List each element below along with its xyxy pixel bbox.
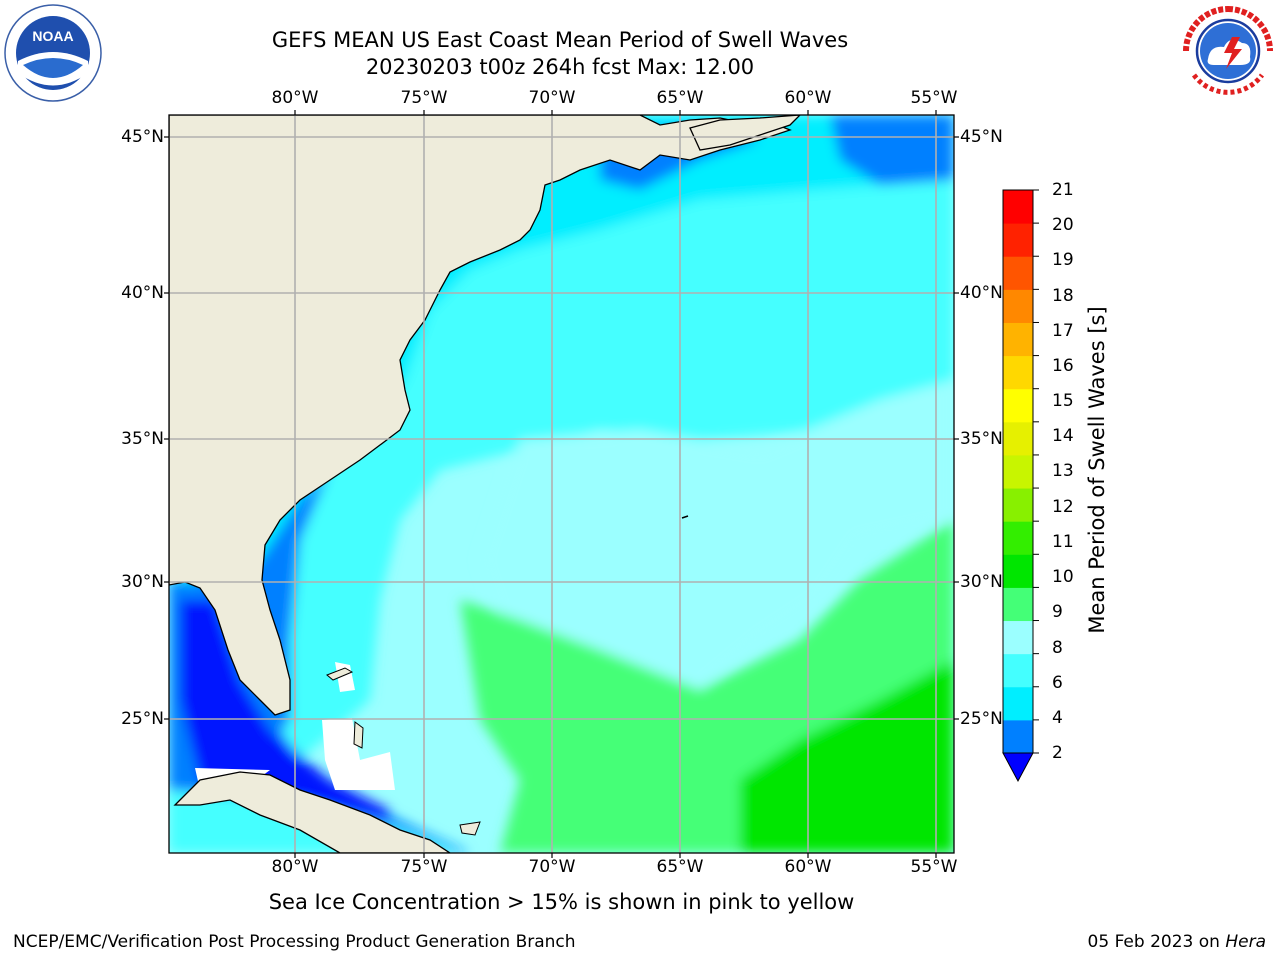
lat-label-left: 25°N: [121, 709, 164, 729]
sea-ice-note: Sea Ice Concentration > 15% is shown in …: [268, 890, 855, 914]
colorbar-label: 9: [1052, 602, 1063, 622]
lat-label-right: 40°N: [960, 283, 1003, 303]
colorbar-segment: [1003, 719, 1033, 754]
colorbar-segment: [1003, 554, 1033, 588]
land-north-america: [169, 115, 792, 716]
nws-logo: [1182, 5, 1274, 97]
lon-label-bottom: 65°W: [656, 857, 704, 877]
land-andros: [353, 721, 364, 749]
land-bermuda: [681, 515, 689, 519]
colorbar-label: 18: [1052, 286, 1074, 306]
footer-date: 05 Feb 2023 on Hera: [1088, 932, 1266, 952]
lat-label-right: 45°N: [960, 127, 1003, 147]
lat-label-right: 25°N: [960, 709, 1003, 729]
colorbar-label: 14: [1052, 426, 1074, 446]
colorbar-label: 20: [1052, 215, 1074, 235]
colorbar-label: 15: [1052, 391, 1074, 411]
colorbar-segment: [1003, 190, 1033, 224]
noaa-logo: NOAA: [4, 4, 102, 102]
colorbar-segment: [1003, 620, 1033, 655]
colorbar-segment: [1003, 653, 1033, 688]
colorbar-segment: [1003, 488, 1033, 522]
chart-subtitle: 20230203 t00z 264h fcst Max: 12.00: [365, 55, 755, 79]
lon-label-bottom: 60°W: [784, 857, 832, 877]
colorbar-segment: [1003, 521, 1033, 555]
land-grand-bahama: [326, 667, 354, 681]
footer-date-text: 05 Feb 2023 on: [1087, 932, 1226, 952]
colorbar-segment: [1003, 388, 1033, 423]
lon-label-bottom: 70°W: [528, 857, 576, 877]
colorbar-label: 6: [1052, 673, 1063, 693]
colorbar-extend-arrow: [1002, 752, 1034, 783]
lon-label-top: 55°W: [910, 88, 958, 108]
colorbar-frame: [1002, 189, 1034, 754]
masked-area-bahamas: [322, 718, 395, 790]
lon-label-top: 70°W: [528, 88, 576, 108]
chart-title: GEFS MEAN US East Coast Mean Period of S…: [271, 28, 849, 52]
colorbar: [1002, 189, 1039, 783]
lat-label-left: 45°N: [121, 127, 164, 147]
lat-label-left: 40°N: [121, 283, 164, 303]
land-nova-scotia: [689, 115, 801, 151]
lat-label-left: 35°N: [121, 429, 164, 449]
lat-label-right: 30°N: [960, 572, 1003, 592]
map-tick-marks: [164, 110, 959, 858]
footer-credit: NCEP/EMC/Verification Post Processing Pr…: [13, 932, 576, 952]
colorbar-segment: [1003, 289, 1033, 323]
colorbar-segment: [1003, 686, 1033, 721]
colorbar-label: 2: [1052, 743, 1063, 763]
colorbar-label: 11: [1052, 532, 1074, 552]
colorbar-label: 13: [1052, 461, 1074, 481]
colorbar-title: Mean Period of Swell Waves [s]: [1085, 306, 1109, 634]
colorbar-segment: [1003, 355, 1033, 390]
land-hispaniola: [459, 821, 481, 836]
lat-label-left: 30°N: [121, 572, 164, 592]
lat-label-right: 35°N: [960, 429, 1003, 449]
lon-label-bottom: 55°W: [910, 857, 958, 877]
colorbar-label: 17: [1052, 321, 1074, 341]
footer-machine: Hera: [1225, 932, 1266, 952]
land-cuba: [173, 771, 452, 853]
lon-label-top: 80°W: [271, 88, 319, 108]
colorbar-segment: [1003, 454, 1033, 489]
colorbar-label: 4: [1052, 708, 1063, 728]
map-graticule: [169, 115, 954, 853]
colorbar-label: 16: [1052, 356, 1074, 376]
colorbar-segment: [1003, 256, 1033, 290]
colorbar-segment: [1003, 587, 1033, 622]
map-frame: [168, 114, 955, 854]
lon-label-top: 75°W: [400, 88, 448, 108]
colorbar-label: 19: [1052, 250, 1074, 270]
lon-label-top: 65°W: [656, 88, 704, 108]
map-plot-area: [169, 115, 954, 853]
lon-label-bottom: 80°W: [271, 857, 319, 877]
colorbar-label: 21: [1052, 180, 1074, 200]
colorbar-segment: [1003, 322, 1033, 357]
lon-label-bottom: 75°W: [400, 857, 448, 877]
colorbar-segment: [1003, 421, 1033, 456]
lon-label-top: 60°W: [784, 88, 832, 108]
noaa-logo-text: NOAA: [32, 28, 73, 44]
colorbar-label: 8: [1052, 638, 1063, 658]
colorbar-label: 10: [1052, 567, 1074, 587]
colorbar-label: 12: [1052, 497, 1074, 517]
colorbar-segment: [1003, 223, 1033, 257]
